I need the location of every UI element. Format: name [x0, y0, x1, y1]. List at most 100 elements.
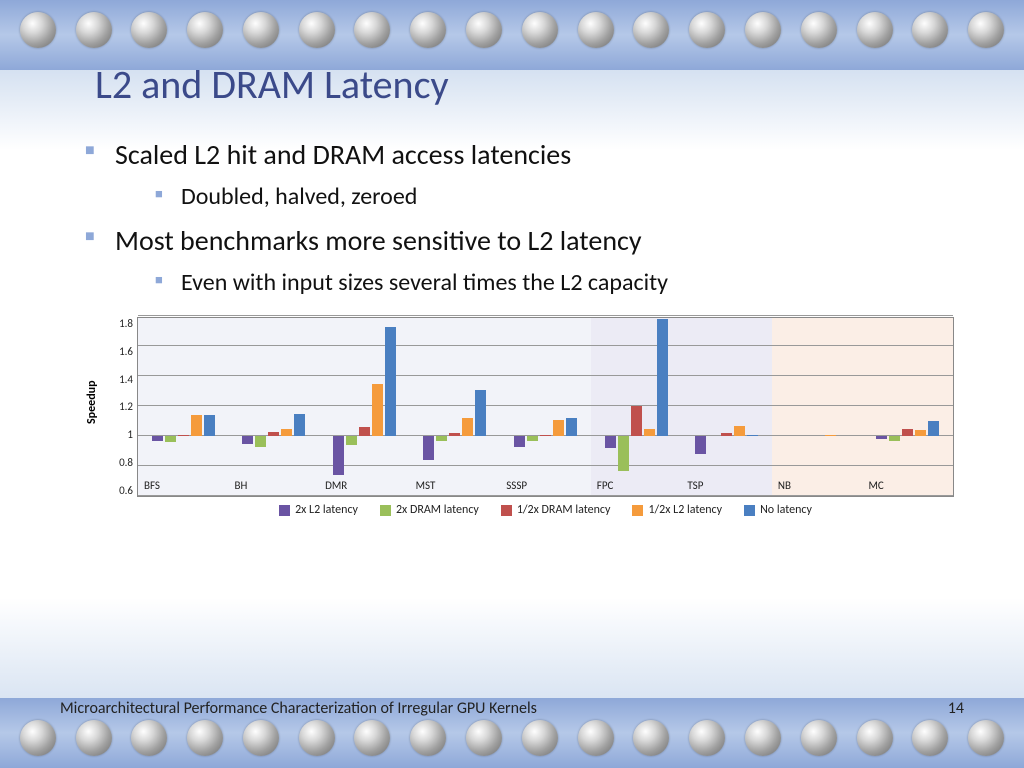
- bg-fade-bottom: [0, 598, 1024, 698]
- chart-bar: [566, 418, 577, 436]
- legend-label: 1/2x L2 latency: [648, 503, 722, 517]
- chart-bar: [436, 436, 447, 441]
- gridline: [138, 315, 953, 316]
- chart-bar: [876, 436, 887, 439]
- legend-item: 2x DRAM latency: [380, 503, 479, 517]
- legend-label: No latency: [760, 503, 812, 517]
- legend-item: No latency: [744, 503, 812, 517]
- bullet-text: Scaled L2 hit and DRAM access latencies: [115, 137, 571, 172]
- rivet-icon: [968, 720, 1004, 756]
- chart-bar: [255, 436, 266, 447]
- ytick-label: 0.6: [103, 484, 133, 497]
- chart-bar: [915, 430, 926, 436]
- chart-bar: [281, 429, 292, 437]
- chart-bar: [734, 426, 745, 437]
- chart-bar: [385, 327, 396, 437]
- sub-bullet-list: Even with input sizes several times the …: [155, 268, 954, 297]
- chart-bar: [475, 390, 486, 437]
- chart-bar: [294, 414, 305, 437]
- rivet-icon: [912, 720, 948, 756]
- rivet-icon: [410, 720, 446, 756]
- legend-swatch: [632, 505, 643, 516]
- chart-bar: [527, 436, 538, 441]
- rivet-icon: [354, 720, 390, 756]
- category-label: TSP: [687, 479, 703, 492]
- bar-group: SSSP: [500, 318, 591, 496]
- ytick-label: 1.6: [103, 345, 133, 358]
- legend-swatch: [380, 505, 391, 516]
- ytick-label: 0.8: [103, 456, 133, 469]
- chart-bar: [605, 436, 616, 448]
- bar-group: TSP: [681, 318, 772, 496]
- bar-group: BFS: [138, 318, 229, 496]
- legend-label: 1/2x DRAM latency: [517, 503, 611, 517]
- chart-bar: [902, 429, 913, 437]
- chart-legend: 2x L2 latency 2x DRAM latency 1/2x DRAM la…: [137, 503, 954, 517]
- rivet-icon: [299, 720, 335, 756]
- rivet-icon: [689, 720, 725, 756]
- chart-bar: [333, 436, 344, 475]
- chart-bar: [825, 435, 836, 437]
- chart-bar: [372, 384, 383, 437]
- category-label: NB: [778, 479, 791, 492]
- category-label: BFS: [144, 479, 160, 492]
- rivet-icon: [578, 720, 614, 756]
- category-label: SSSP: [506, 479, 527, 492]
- rivet-icon: [633, 720, 669, 756]
- chart-bar: [514, 436, 525, 447]
- bullet-item: Most benchmarks more sensitive to L2 lat…: [85, 223, 954, 297]
- bar-group: DMR: [319, 318, 410, 496]
- chart-bar: [540, 435, 551, 437]
- legend-item: 1/2x DRAM latency: [501, 503, 611, 517]
- legend-swatch: [744, 505, 755, 516]
- bar-group: FPC: [591, 318, 682, 496]
- rivet-icon: [522, 720, 558, 756]
- sub-bullet-item: Even with input sizes several times the …: [155, 268, 954, 297]
- chart-bar: [268, 432, 279, 437]
- rivet-icon: [131, 720, 167, 756]
- chart-bar: [657, 319, 668, 436]
- chart-bar: [191, 415, 202, 436]
- category-label: MST: [416, 479, 436, 492]
- chart-bar: [928, 421, 939, 436]
- rivet-icon: [187, 720, 223, 756]
- page-title: L2 and DRAM Latency: [95, 60, 954, 109]
- bar-group: MST: [410, 318, 501, 496]
- category-label: BH: [235, 479, 248, 492]
- legend-swatch: [279, 505, 290, 516]
- bullet-text: Most benchmarks more sensitive to L2 lat…: [115, 223, 642, 258]
- chart-bar: [204, 415, 215, 436]
- legend-item: 2x L2 latency: [279, 503, 358, 517]
- chart-bar: [462, 418, 473, 436]
- legend-swatch: [501, 505, 512, 516]
- category-label: FPC: [597, 479, 614, 492]
- footer-text: Microarchitectural Performance Character…: [60, 699, 537, 718]
- ytick-label: 1.4: [103, 373, 133, 386]
- rivet-icon: [466, 720, 502, 756]
- chart-bar: [242, 436, 253, 444]
- bar-group: NB: [772, 318, 863, 496]
- bar-group: MC: [862, 318, 953, 496]
- chart-yaxis: 1.81.61.41.210.80.6: [103, 317, 137, 497]
- speedup-chart: Speedup 1.81.61.41.210.80.6 BFSBHDMRMSTS…: [85, 317, 954, 517]
- rivet-icon: [745, 720, 781, 756]
- sub-bullet-item: Doubled, halved, zeroed: [155, 182, 954, 211]
- ytick-label: 1.8: [103, 317, 133, 330]
- chart-bar: [695, 436, 706, 454]
- bullet-list: Scaled L2 hit and DRAM access latencies D…: [85, 137, 954, 297]
- rivet-icon: [243, 720, 279, 756]
- legend-label: 2x DRAM latency: [396, 503, 479, 517]
- sub-bullet-text: Even with input sizes several times the …: [181, 268, 668, 297]
- legend-item: 1/2x L2 latency: [632, 503, 722, 517]
- sub-bullet-list: Doubled, halved, zeroed: [155, 182, 954, 211]
- chart-bar: [631, 406, 642, 436]
- bar-group: BH: [229, 318, 320, 496]
- ytick-label: 1: [103, 428, 133, 441]
- chart-bar: [165, 436, 176, 442]
- category-label: DMR: [325, 479, 347, 492]
- chart-bar: [747, 435, 758, 437]
- rivet-icon: [20, 720, 56, 756]
- chart-ylabel: Speedup: [85, 317, 99, 487]
- rivet-icon: [801, 720, 837, 756]
- rivet-icon: [857, 720, 893, 756]
